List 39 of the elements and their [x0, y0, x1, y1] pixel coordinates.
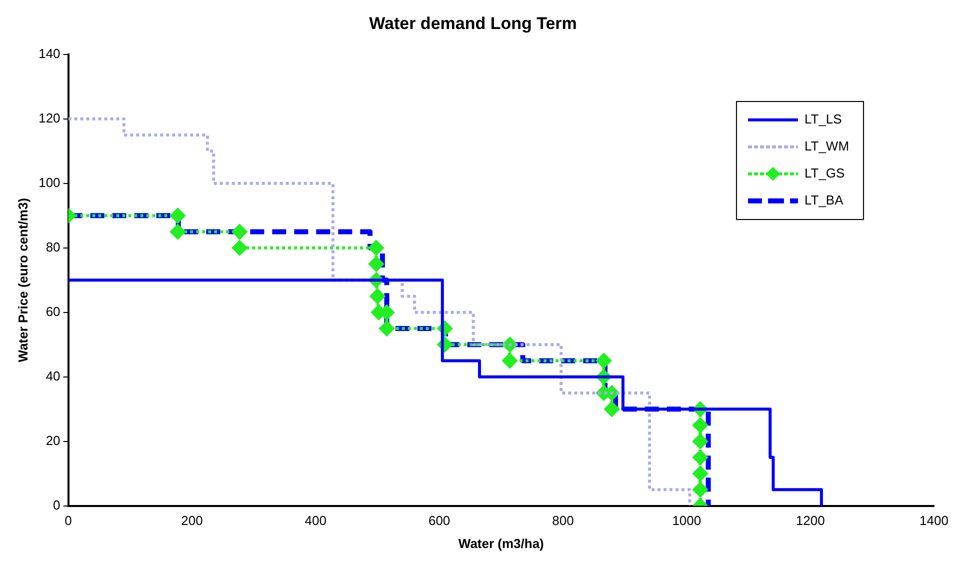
point	[692, 466, 708, 482]
y-tick-label: 120	[38, 110, 60, 126]
chart-title: Water demand Long Term	[369, 14, 577, 33]
x-tick-label: 800	[552, 513, 574, 528]
y-tick-label: 0	[53, 497, 60, 512]
x-tick-label: 1400	[920, 513, 948, 528]
point	[502, 353, 518, 368]
point	[232, 224, 248, 240]
legend-label: LT_WM	[804, 138, 850, 154]
legend-label: LT_GS	[804, 165, 846, 180]
point	[596, 353, 612, 368]
legend-label: LT_BA	[804, 192, 844, 208]
y-tick-label: 60	[46, 304, 60, 319]
x-tick-label: 400	[304, 513, 326, 528]
point	[368, 256, 384, 272]
y-tick-label: 80	[46, 239, 60, 254]
point	[379, 320, 394, 336]
y-tick-label: 40	[46, 368, 60, 384]
point	[692, 418, 708, 433]
y-tick-label: 20	[46, 432, 60, 448]
x-axis-title: Water (m3/ha)	[458, 536, 544, 551]
point	[604, 402, 620, 417]
point	[692, 482, 708, 498]
point	[232, 240, 248, 256]
x-tick-label: 0	[64, 513, 72, 528]
point	[170, 208, 186, 224]
point	[692, 450, 708, 465]
point	[370, 288, 385, 304]
x-tick-label: 200	[181, 513, 203, 528]
y-tick-label: 100	[38, 174, 60, 190]
x-tick-label: 1200	[796, 513, 825, 528]
y-axis-title: Water Price (euro cent/m3)	[15, 198, 30, 362]
x-tick-label: 1000	[672, 513, 702, 528]
point	[170, 224, 186, 240]
point	[368, 240, 384, 256]
point	[692, 434, 708, 449]
legend-label: LT_LS	[804, 111, 842, 126]
x-tick-label: 600	[428, 513, 450, 528]
y-tick-label: 140	[38, 46, 60, 61]
